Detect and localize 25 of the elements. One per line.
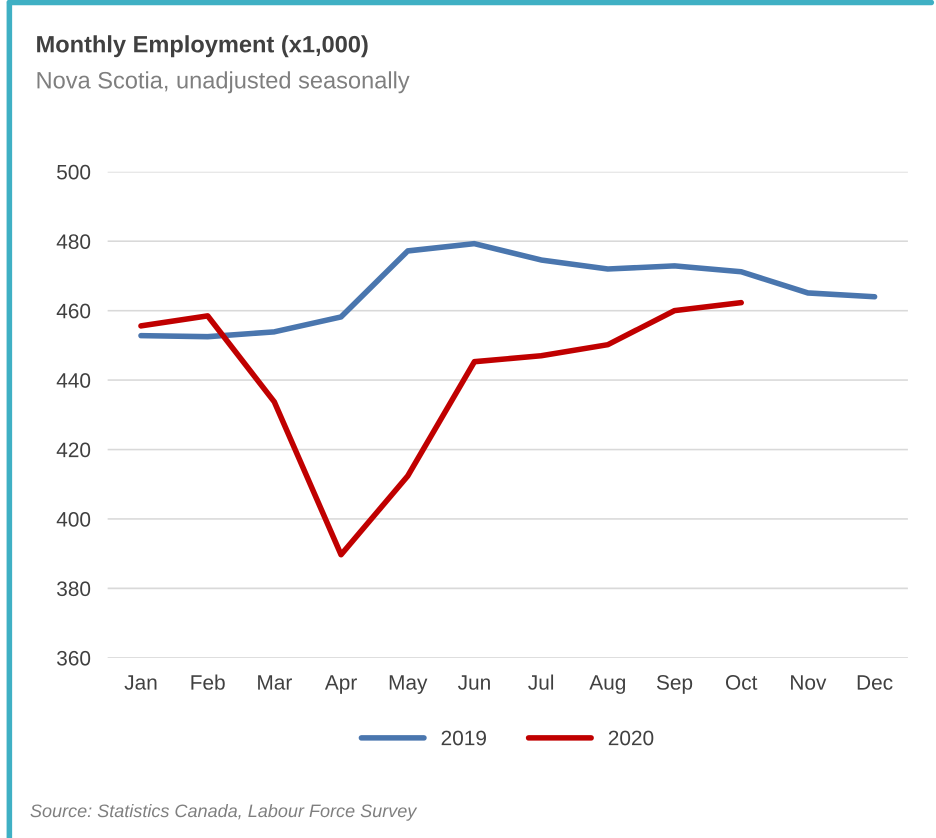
chart-subtitle: Nova Scotia, unadjusted seasonally <box>38 71 410 94</box>
y-tick-label: 400 <box>56 512 90 527</box>
legend-label: 2020 <box>608 730 654 746</box>
x-tick-label: Jan <box>124 675 156 690</box>
x-tick-label: Nov <box>791 675 826 690</box>
source-note: Source: Statistics Canada, Labour Force Survey <box>30 804 418 821</box>
x-tick-label: Sep <box>656 675 692 694</box>
chart-title: Monthly Employment (x1,000) <box>37 35 368 58</box>
y-tick-label: 420 <box>56 442 90 458</box>
x-tick-label: Jul <box>528 674 554 690</box>
y-tick-label: 480 <box>56 234 90 249</box>
y-tick-label: 440 <box>56 373 90 388</box>
x-tick-label: Mar <box>258 675 292 690</box>
x-tick-label: Feb <box>191 674 225 690</box>
y-tick-label: 460 <box>56 304 90 318</box>
y-tick-label: 360 <box>57 650 90 666</box>
x-tick-label: Aug <box>589 675 626 694</box>
x-tick-label: Jun <box>458 675 490 690</box>
y-tick-label: 380 <box>57 581 90 596</box>
x-tick-label: Oct <box>726 675 758 690</box>
x-tick-label: Apr <box>324 675 357 694</box>
x-tick-label: May <box>390 675 428 694</box>
x-tick-label: Dec <box>858 675 893 690</box>
y-tick-label: 500 <box>57 164 90 180</box>
legend-label: 2019 <box>442 730 486 746</box>
